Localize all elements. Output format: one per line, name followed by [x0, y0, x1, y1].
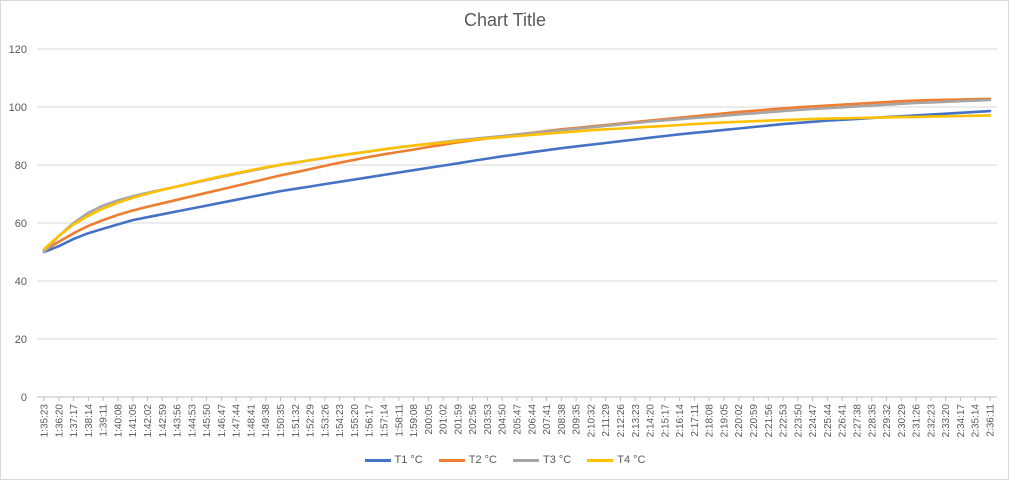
x-tick-label: 1:50:35: [276, 404, 287, 438]
x-tick-label: 1:51:32: [291, 404, 302, 438]
x-tick-label: 2:33:20: [941, 404, 952, 438]
x-tick-label: 2:17:11: [690, 404, 701, 437]
x-tick-label: 2:27:38: [852, 404, 863, 438]
legend-swatch: [587, 458, 614, 462]
x-tick-label: 1:55:20: [350, 404, 361, 438]
y-tick-label: 100: [9, 102, 27, 114]
legend-swatch: [364, 458, 391, 462]
legend: T1 °C T2 °C T3 °C T4 °C: [0, 454, 1010, 466]
x-tick-label: 1:38:14: [84, 404, 95, 438]
x-tick-label: 2:32:23: [926, 404, 937, 438]
x-tick-label: 206:44: [527, 404, 538, 435]
x-tick-label: 1:47:44: [232, 404, 243, 438]
x-tick-label: 1:57:14: [379, 404, 390, 438]
x-tick-label: 203:53: [483, 404, 494, 435]
x-tick-label: 2:11:29: [601, 404, 612, 437]
x-tick-label: 2:21:56: [764, 404, 775, 438]
x-tick-label: 1:58:11: [394, 404, 405, 437]
x-tick-label: 1:49:38: [261, 404, 272, 438]
x-tick-label: 2:34:17: [956, 404, 967, 438]
x-tick-label: 2:24:47: [808, 404, 819, 438]
x-tick-label: 1:56:17: [365, 404, 376, 438]
x-tick-label: 2:35:14: [971, 404, 982, 438]
x-tick-label: 200:05: [424, 404, 435, 435]
x-tick-label: 1:40:08: [113, 404, 124, 438]
y-tick-label: 40: [15, 276, 27, 288]
x-tick-label: 1:52:29: [306, 404, 317, 438]
x-tick-label: 2:23:50: [793, 404, 804, 438]
x-tick-label: 2:20:02: [734, 404, 745, 438]
x-tick-label: 2:28:35: [867, 404, 878, 438]
x-tick-label: 208:38: [557, 404, 568, 435]
x-tick-label: 2:15:17: [660, 404, 671, 438]
x-tick-label: 201:02: [439, 404, 450, 435]
legend-swatch: [438, 458, 465, 462]
x-tick-label: 1:41:05: [128, 404, 139, 438]
y-tick-label: 120: [9, 44, 27, 56]
x-tick-label: 201:59: [453, 404, 464, 435]
series-line-4: [42, 114, 992, 251]
x-tick-label: 2:22:53: [779, 404, 790, 438]
x-tick-label: 202:56: [468, 404, 479, 435]
legend-item: T1 °C: [364, 454, 423, 466]
x-tick-label: 2:10:32: [586, 404, 597, 438]
x-tick-label: 1:42:59: [158, 404, 169, 438]
y-tick-label: 80: [15, 160, 27, 172]
legend-label: T1 °C: [394, 454, 423, 466]
x-tick-label: 2:36:11: [986, 404, 997, 437]
x-tick-label: 1:54:23: [335, 404, 346, 438]
x-tick-label: 1:42:02: [143, 404, 154, 438]
x-tick-label: 2:30:29: [897, 404, 908, 438]
x-tick-label: 1:53:26: [320, 404, 331, 438]
x-tick-label: 207:41: [542, 404, 553, 435]
x-tick-label: 1:46:47: [217, 404, 228, 438]
x-tick-label: 2:12:26: [616, 404, 627, 438]
x-tick-label: 1:48:41: [246, 404, 257, 438]
x-tick-label: 1:59:08: [409, 404, 420, 438]
chart-title: Chart Title: [463, 10, 547, 30]
series-line-2: [42, 97, 992, 252]
x-tick-label: 2:25:44: [823, 404, 834, 438]
x-tick-label: 1:35:23: [40, 404, 51, 438]
y-tick-label: 60: [15, 218, 27, 230]
legend-label: T3 °C: [543, 454, 572, 466]
x-tick-label: 204:50: [498, 404, 509, 435]
x-tick-label: 2:26:41: [838, 404, 849, 438]
x-tick-label: 209:35: [572, 404, 583, 435]
legend-item: T3 °C: [513, 454, 571, 466]
x-tick-label: 1:44:53: [187, 404, 198, 438]
x-tick-label: 2:14:20: [646, 404, 657, 438]
legend-item: T4 °C: [587, 454, 646, 466]
x-tick-label: 1:36:20: [54, 404, 65, 438]
series-line-3: [42, 98, 992, 254]
x-tick-label: 2:31:26: [912, 404, 923, 438]
y-tick-label: 20: [15, 334, 27, 346]
x-tick-label: 1:37:17: [69, 404, 80, 438]
x-tick-label: 1:43:56: [173, 404, 184, 438]
series-line-1: [42, 109, 992, 254]
legend-label: T4 °C: [617, 454, 646, 466]
legend-item: T2 °C: [438, 454, 497, 466]
x-tick-label: 2:13:23: [631, 404, 642, 438]
x-tick-label: 1:45:50: [202, 404, 213, 438]
y-tick-label: 0: [21, 392, 27, 404]
x-tick-label: 2:16:14: [675, 404, 686, 438]
x-tick-label: 2:29:32: [882, 404, 893, 438]
legend-swatch: [513, 458, 539, 462]
x-tick-label: 2:19:05: [719, 404, 730, 438]
x-tick-label: 2:18:08: [705, 404, 716, 438]
legend-label: T2 °C: [468, 454, 497, 466]
x-tick-label: 205:47: [513, 404, 524, 435]
x-tick-label: 2:20:59: [749, 404, 760, 438]
x-tick-label: 1:39:11: [99, 404, 110, 437]
